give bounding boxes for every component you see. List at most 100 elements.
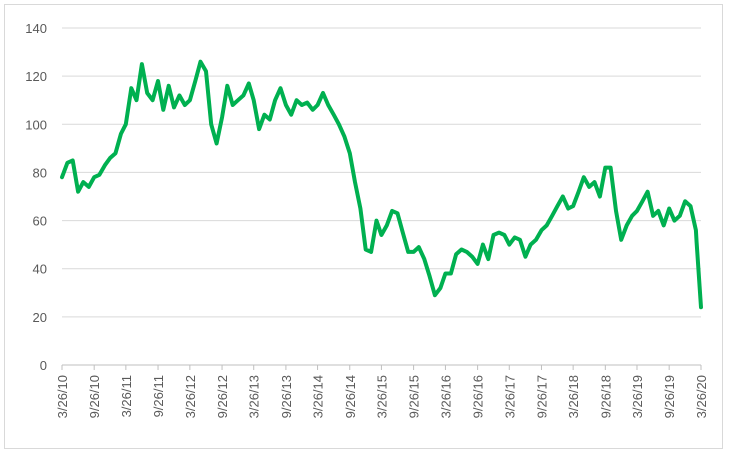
x-tick-label: 3/26/10	[55, 375, 70, 418]
data-point	[502, 233, 506, 237]
data-point	[656, 209, 660, 213]
data-point	[161, 108, 165, 112]
data-point	[412, 250, 416, 254]
y-axis-ticks: 0 20 40 60 80 100 120 140	[25, 21, 47, 373]
data-point	[113, 151, 118, 155]
data-point	[374, 219, 379, 223]
data-point	[103, 163, 107, 167]
data-point	[401, 231, 405, 235]
data-point	[188, 98, 192, 102]
data-point	[289, 113, 293, 117]
data-point	[284, 103, 288, 107]
data-point	[598, 194, 602, 199]
data-point	[695, 240, 699, 244]
data-point	[326, 103, 330, 107]
x-axis-ticks: 3/26/10 9/26/10 3/26/11 9/26/11 3/26/12 9/26/…	[55, 365, 709, 418]
y-tick-label: 20	[33, 310, 47, 325]
data-point	[529, 243, 533, 247]
data-point	[614, 209, 618, 213]
data-point	[625, 223, 629, 227]
data-point	[108, 156, 112, 160]
x-tick-label: 9/26/14	[343, 375, 358, 418]
data-point	[459, 247, 464, 252]
data-point	[513, 235, 517, 239]
x-tick-label: 9/26/17	[534, 375, 549, 418]
data-point	[273, 98, 277, 102]
data-point	[582, 175, 586, 179]
x-tick-label: 9/26/15	[407, 375, 422, 418]
y-tick-label: 0	[40, 358, 47, 373]
data-point	[465, 250, 469, 254]
data-point	[71, 158, 75, 162]
y-tick-label: 40	[33, 262, 47, 277]
data-point	[545, 223, 549, 227]
data-point	[236, 98, 240, 102]
data-point	[262, 113, 266, 117]
data-point	[215, 141, 219, 146]
data-point	[353, 180, 357, 184]
data-point	[220, 115, 224, 119]
data-point	[385, 223, 389, 227]
data-point	[523, 255, 528, 259]
data-point	[454, 252, 458, 256]
data-point	[87, 185, 91, 189]
data-point	[534, 238, 538, 242]
data-point	[390, 209, 394, 213]
data-point	[295, 98, 299, 102]
data-point	[651, 214, 655, 218]
x-tick-label: 9/26/12	[215, 375, 230, 418]
x-tick-label: 3/26/20	[694, 375, 709, 418]
data-point	[119, 132, 123, 136]
data-point	[694, 228, 698, 232]
data-point	[550, 214, 554, 218]
x-tick-label: 3/26/19	[630, 375, 645, 418]
data-point	[247, 81, 251, 85]
x-tick-label: 3/26/16	[438, 375, 453, 418]
y-tick-label: 60	[33, 214, 47, 229]
series-line	[60, 59, 703, 310]
data-point	[97, 173, 101, 177]
data-point	[342, 134, 346, 138]
data-point	[183, 103, 187, 107]
data-point	[427, 274, 432, 278]
data-point	[587, 185, 591, 189]
data-point	[332, 113, 336, 117]
y-tick-label: 80	[33, 165, 47, 180]
data-point	[539, 228, 544, 232]
data-point	[678, 214, 682, 218]
data-point	[417, 245, 421, 249]
data-point	[406, 250, 410, 254]
data-point	[81, 180, 85, 184]
data-point	[571, 204, 575, 208]
data-point	[630, 214, 634, 218]
data-point	[470, 255, 474, 259]
data-point	[252, 98, 256, 102]
data-point	[321, 91, 325, 95]
data-point	[395, 211, 400, 215]
data-point	[635, 209, 639, 213]
gridlines	[62, 27, 701, 366]
data-point	[449, 271, 453, 276]
data-point	[609, 166, 613, 170]
data-point	[198, 60, 203, 64]
data-point	[316, 103, 320, 107]
data-point	[443, 271, 447, 276]
data-point	[640, 199, 645, 203]
data-point	[481, 243, 485, 247]
data-point	[134, 98, 139, 102]
data-point	[379, 233, 383, 237]
y-tick-label: 100	[25, 117, 47, 132]
data-point	[577, 190, 581, 194]
x-tick-label: 9/26/10	[87, 375, 102, 418]
data-point	[688, 204, 693, 208]
data-point	[151, 98, 155, 102]
data-point	[231, 103, 235, 107]
data-point	[257, 127, 261, 131]
data-point	[145, 91, 149, 95]
data-point	[129, 86, 133, 90]
data-point	[433, 293, 437, 297]
data-point	[592, 180, 597, 184]
data-point	[438, 286, 442, 290]
data-point	[156, 79, 160, 83]
